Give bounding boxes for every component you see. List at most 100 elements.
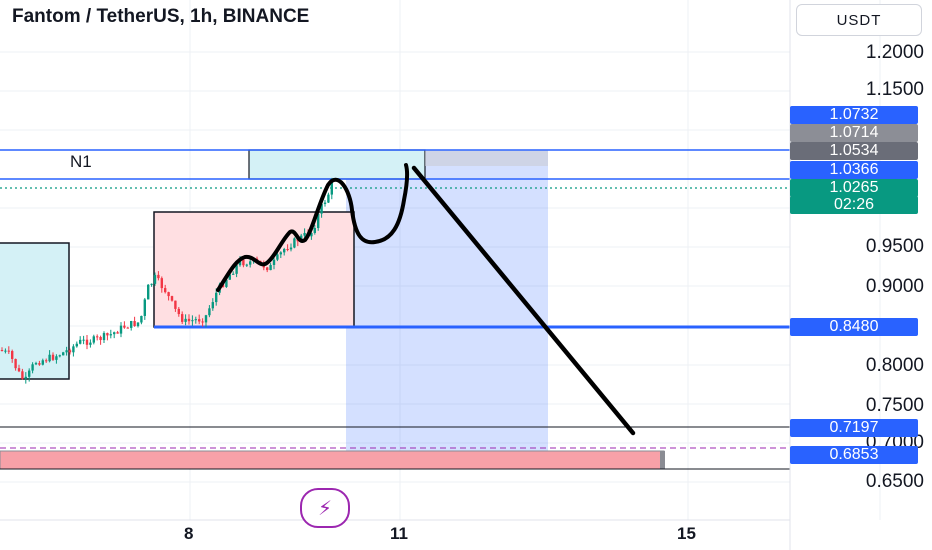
time-label: 11 — [390, 524, 408, 543]
hand-drawn-wave — [216, 163, 410, 292]
zone-label-n1: N1 — [70, 152, 92, 171]
candle-body — [310, 232, 313, 237]
candle-body — [164, 288, 167, 293]
candle-body — [99, 336, 102, 341]
candle-body — [11, 351, 14, 359]
last-price-tag[interactable]: 1.0265 — [790, 179, 918, 197]
candle-body — [136, 322, 140, 327]
candle-body — [58, 355, 61, 357]
supply-zone-pink[interactable] — [153, 211, 355, 328]
candle-body — [317, 213, 320, 228]
candle-body — [208, 308, 211, 316]
candle-body — [211, 302, 214, 309]
price-tag[interactable]: 1.0732 — [790, 106, 918, 124]
red-target-zone[interactable] — [0, 450, 665, 470]
candle-body — [68, 350, 72, 353]
time-label: 8 — [184, 524, 194, 543]
price-tick: 0.7500 — [865, 395, 924, 416]
chart-title: Fantom / TetherUS, 1h, BINANCE — [12, 6, 310, 27]
candle-body — [150, 283, 153, 285]
candle-body — [293, 238, 296, 248]
projected-drop-line — [411, 165, 636, 436]
candle-body — [170, 296, 174, 301]
candle-body — [204, 315, 208, 323]
candle-body — [266, 267, 269, 271]
candle-body — [303, 232, 306, 236]
candle-body — [225, 279, 228, 287]
candle-body — [51, 354, 55, 360]
candle-body — [272, 259, 276, 265]
candle-body — [327, 194, 330, 203]
candle-body — [92, 336, 95, 343]
candle-body — [82, 339, 85, 341]
candle-body — [191, 320, 194, 322]
candle-body — [198, 319, 201, 322]
bar-countdown: 02:26 — [790, 196, 918, 214]
candle-body — [89, 342, 92, 345]
candle-body — [330, 179, 333, 195]
replay-lightning-icon[interactable]: ⚡ — [300, 488, 350, 528]
candle-body — [201, 321, 204, 323]
price-tick: 0.9000 — [865, 276, 924, 297]
demand-zone-left[interactable] — [0, 242, 70, 380]
price-tick: 1.2000 — [865, 42, 924, 63]
candle-body — [96, 336, 99, 338]
candle-body — [106, 333, 109, 336]
candle-body — [7, 350, 10, 352]
candle-body — [34, 363, 38, 365]
candle-body — [14, 358, 17, 369]
candle-body — [0, 350, 4, 351]
candle-body — [116, 332, 119, 334]
price-tick: 0.9500 — [865, 236, 924, 257]
candle-body — [279, 252, 282, 255]
candle-body — [143, 299, 146, 316]
candle-body — [72, 346, 75, 353]
candle-body — [276, 254, 279, 260]
candle-body — [24, 376, 27, 379]
candle-body — [4, 350, 7, 352]
currency-button[interactable]: USDT — [796, 4, 922, 36]
candle-body — [228, 274, 231, 280]
candle-body — [79, 339, 82, 344]
candle-body — [157, 274, 160, 279]
candle-body — [184, 318, 187, 322]
candle-body — [232, 273, 235, 275]
price-tag[interactable]: 1.0534 — [790, 142, 918, 160]
candle-body — [85, 339, 89, 345]
red-zone-edge — [660, 451, 665, 469]
candle-body — [215, 292, 218, 303]
price-tick: 0.8000 — [865, 355, 924, 376]
candle-body — [238, 259, 242, 266]
candle-body — [147, 284, 150, 300]
price-tag[interactable]: 0.8480 — [790, 318, 918, 336]
price-tag[interactable]: 1.0714 — [790, 124, 918, 142]
candle-body — [130, 321, 133, 328]
candle-body — [113, 332, 116, 335]
candle-body — [126, 327, 129, 329]
price-tag[interactable]: 1.0366 — [790, 161, 918, 179]
candle-body — [123, 325, 126, 328]
price-tick: 1.1500 — [865, 79, 924, 100]
n1-zone[interactable] — [248, 149, 426, 180]
candle-body — [28, 370, 31, 377]
candle-body — [140, 315, 143, 323]
price-tag[interactable]: 0.6853 — [790, 446, 918, 464]
candle-body — [62, 352, 65, 356]
candle-body — [174, 300, 177, 309]
candle-body — [235, 265, 238, 274]
candle-body — [55, 356, 58, 360]
candle-body — [48, 354, 51, 362]
candle-body — [119, 325, 123, 334]
candle-body — [21, 371, 24, 379]
candle-body — [269, 264, 272, 271]
candle-body — [181, 314, 184, 322]
candle-body — [289, 247, 293, 250]
n1-zone-gray-overlap — [425, 150, 548, 166]
price-tag[interactable]: 0.7197 — [790, 419, 918, 437]
position-zone[interactable] — [346, 151, 548, 453]
candle-body — [102, 333, 106, 341]
candle-body — [167, 292, 170, 297]
candle-body — [109, 334, 112, 336]
candle-body — [75, 343, 78, 347]
